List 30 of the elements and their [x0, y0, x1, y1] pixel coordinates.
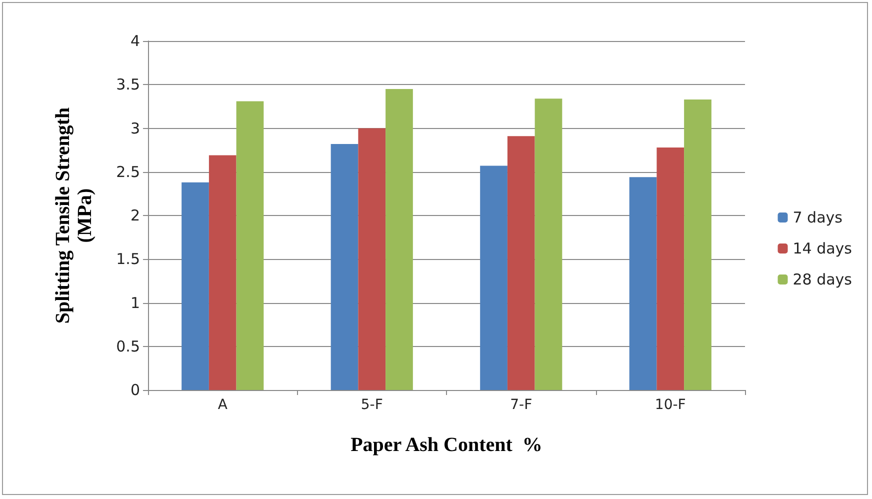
x-tick-label: 10-F: [654, 397, 686, 413]
bar: [684, 99, 712, 390]
y-tick-label: 4: [130, 32, 140, 50]
bar: [182, 182, 209, 390]
x-axis-title: Paper Ash Content %: [350, 434, 542, 456]
bar: [480, 166, 508, 390]
bar: [507, 136, 535, 390]
y-tick-label: 1.5: [116, 250, 140, 268]
bar: [629, 177, 657, 390]
legend-label: 14 days: [792, 240, 852, 258]
bar: [656, 147, 684, 390]
x-tick-label: 7-F: [510, 397, 532, 413]
legend-label: 28 days: [792, 270, 852, 288]
x-tick-label: A: [218, 397, 228, 413]
y-tick-label: 2.5: [116, 162, 140, 181]
legend-label: 7 days: [792, 208, 843, 226]
x-tick-label: 5-F: [360, 397, 383, 413]
y-tick-label: 2: [130, 206, 140, 224]
y-tick-label: 1: [130, 294, 140, 312]
bar: [358, 128, 386, 390]
y-tick-label: 0.5: [116, 337, 140, 356]
bar: [330, 144, 358, 390]
bar: [208, 155, 236, 390]
y-axis-title: Splitting Tensile Strength (MPa): [52, 107, 96, 324]
bar: [386, 88, 413, 390]
bar: [534, 98, 562, 390]
y-tick-label: 3.5: [116, 76, 140, 94]
y-tick-label: 3: [130, 119, 140, 138]
bar: [236, 101, 264, 390]
y-tick-label: 0: [130, 381, 140, 399]
